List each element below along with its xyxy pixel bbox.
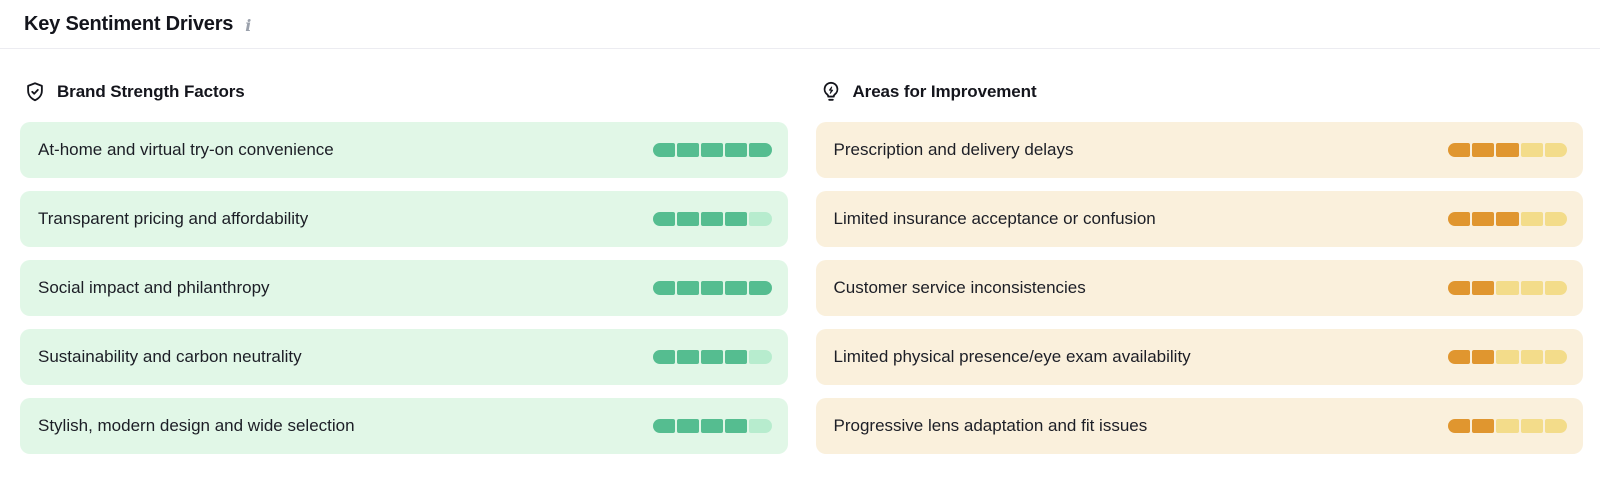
score-segment	[1448, 212, 1471, 226]
score-bar	[652, 143, 772, 157]
brand-strength-column: Brand Strength Factors At-home and virtu…	[20, 49, 788, 467]
score-segment	[676, 212, 699, 226]
score-segment	[700, 143, 724, 157]
page-title: Key Sentiment Drivers	[24, 13, 234, 35]
score-segment	[1496, 143, 1519, 157]
brand-strength-list: At-home and virtual try-on convenience Tr…	[20, 122, 788, 454]
improvement-item: Customer service inconsistencies	[815, 260, 1583, 316]
score-segment	[1472, 212, 1495, 226]
score-segment	[749, 212, 772, 226]
score-segment	[1544, 350, 1568, 364]
score-segment	[749, 419, 772, 433]
score-bar	[1448, 143, 1568, 157]
score-segment	[1472, 350, 1495, 364]
score-segment	[1496, 281, 1519, 295]
improvement-item: Prescription and delivery delays	[815, 122, 1583, 178]
item-label: Sustainability and carbon neutrality	[38, 347, 302, 366]
score-segment	[700, 419, 724, 433]
column-title: Areas for Improvement	[852, 82, 1037, 101]
score-segment	[1520, 281, 1543, 295]
score-segment	[749, 350, 772, 364]
score-segment	[1520, 143, 1543, 157]
score-segment	[1544, 419, 1568, 433]
shield-check-icon	[24, 81, 46, 103]
brand-strength-header: Brand Strength Factors	[24, 81, 788, 103]
score-segment	[1544, 281, 1568, 295]
info-icon[interactable]: i	[245, 15, 252, 35]
strength-item: At-home and virtual try-on convenience	[20, 122, 788, 178]
score-bar	[652, 350, 772, 364]
score-segment	[1496, 212, 1519, 226]
score-segment	[652, 143, 675, 157]
score-segment	[725, 212, 748, 226]
score-segment	[725, 143, 748, 157]
column-title: Brand Strength Factors	[57, 82, 245, 101]
score-bar	[652, 419, 772, 433]
score-segment	[1496, 419, 1519, 433]
score-segment	[652, 281, 675, 295]
score-bar	[1448, 281, 1568, 295]
score-segment	[1448, 419, 1471, 433]
improvement-item: Limited physical presence/eye exam avail…	[815, 329, 1583, 385]
item-label: At-home and virtual try-on convenience	[38, 140, 334, 159]
strength-item: Sustainability and carbon neutrality	[20, 329, 788, 385]
score-segment	[700, 350, 724, 364]
score-bar	[1448, 419, 1568, 433]
item-label: Social impact and philanthropy	[38, 278, 270, 297]
score-segment	[676, 281, 699, 295]
strength-item: Stylish, modern design and wide selectio…	[20, 398, 788, 454]
score-segment	[1520, 212, 1543, 226]
score-segment	[1472, 143, 1495, 157]
item-label: Progressive lens adaptation and fit issu…	[833, 416, 1148, 435]
item-label: Transparent pricing and affordability	[38, 209, 309, 228]
score-segment	[700, 212, 724, 226]
score-bar	[652, 281, 772, 295]
score-segment	[1448, 143, 1471, 157]
score-segment	[1496, 350, 1519, 364]
score-segment	[1448, 281, 1471, 295]
item-label: Stylish, modern design and wide selectio…	[38, 416, 355, 435]
strength-item: Social impact and philanthropy	[20, 260, 788, 316]
areas-improvement-column: Areas for Improvement Prescription and d…	[815, 49, 1584, 467]
sentiment-columns: Brand Strength Factors At-home and virtu…	[0, 49, 1600, 467]
strength-item: Transparent pricing and affordability	[20, 191, 788, 247]
score-segment	[1544, 143, 1568, 157]
score-segment	[1448, 350, 1471, 364]
lightbulb-icon	[820, 81, 842, 103]
score-segment	[1520, 419, 1543, 433]
improvement-item: Limited insurance acceptance or confusio…	[815, 191, 1583, 247]
areas-improvement-header: Areas for Improvement	[820, 81, 1584, 103]
score-segment	[749, 281, 772, 295]
score-bar	[652, 212, 772, 226]
item-label: Limited insurance acceptance or confusio…	[833, 209, 1156, 228]
improvement-item: Progressive lens adaptation and fit issu…	[815, 398, 1583, 454]
areas-improvement-list: Prescription and delivery delays Limited …	[815, 122, 1583, 454]
panel-title-bar: Key Sentiment Drivers i	[0, 0, 1600, 49]
item-label: Customer service inconsistencies	[833, 278, 1086, 297]
score-segment	[652, 419, 675, 433]
score-segment	[725, 350, 748, 364]
score-segment	[676, 350, 699, 364]
score-segment	[1520, 350, 1543, 364]
score-segment	[749, 143, 772, 157]
score-segment	[676, 143, 699, 157]
score-bar	[1448, 212, 1568, 226]
score-segment	[725, 281, 748, 295]
score-segment	[725, 419, 748, 433]
score-segment	[676, 419, 699, 433]
score-segment	[652, 350, 675, 364]
score-bar	[1448, 350, 1568, 364]
score-segment	[1472, 419, 1495, 433]
score-segment	[700, 281, 724, 295]
score-segment	[1472, 281, 1495, 295]
item-label: Limited physical presence/eye exam avail…	[833, 347, 1191, 366]
score-segment	[1544, 212, 1568, 226]
item-label: Prescription and delivery delays	[833, 140, 1074, 159]
score-segment	[652, 212, 675, 226]
